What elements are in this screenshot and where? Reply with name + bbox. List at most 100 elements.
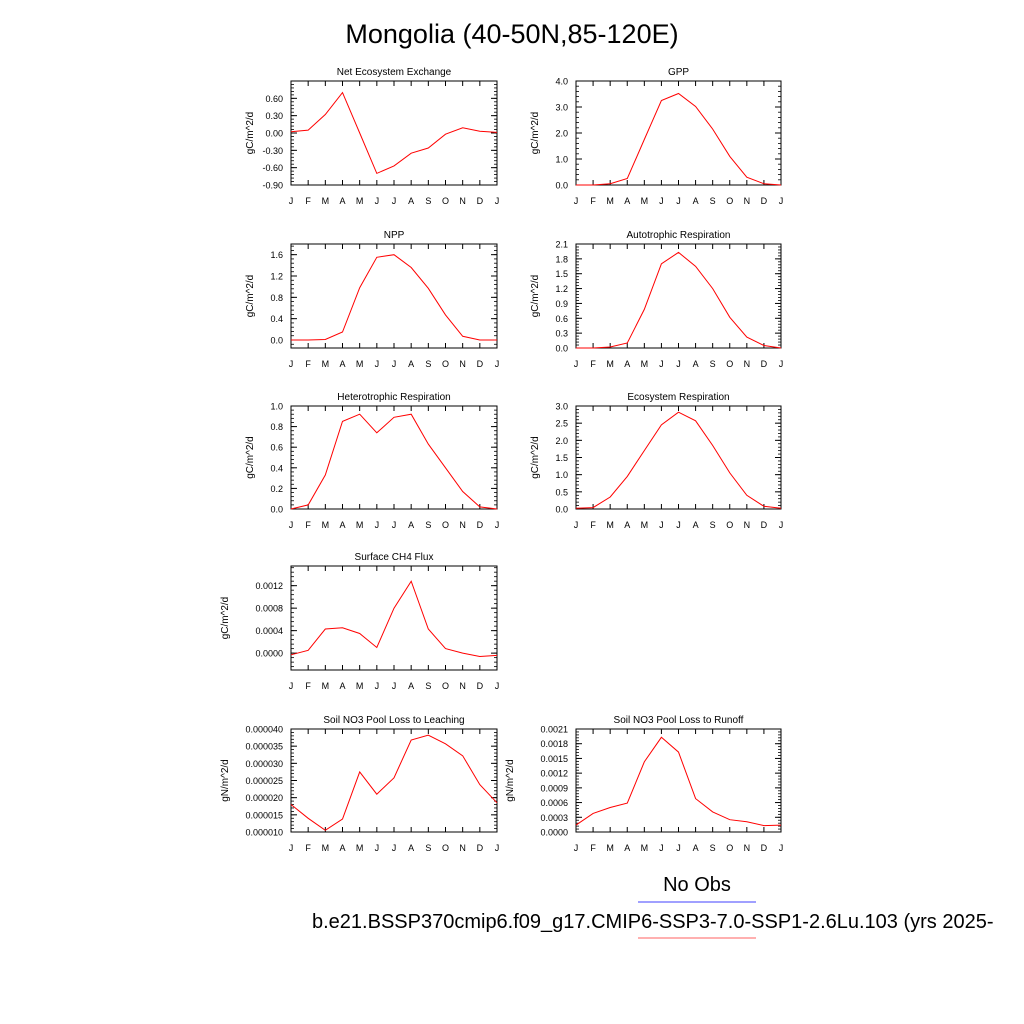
x-tick-label: O [442,196,449,206]
series-line [576,92,782,186]
x-tick-label: F [590,843,596,853]
series-line [575,736,782,827]
x-tick-label: M [322,196,330,206]
x-tick-label: D [761,359,768,369]
x-tick-label: J [392,681,397,691]
y-axis-label: gC/m^2/d [245,275,256,318]
x-tick-label: F [305,520,311,530]
series-line [290,91,498,175]
y-tick-label: 1.5 [555,269,568,279]
plot-frame [290,243,498,349]
x-tick-label: D [761,196,768,206]
x-tick-label: J [779,520,784,530]
x-tick-label: S [425,843,431,853]
x-tick-label: A [339,681,345,691]
chart-title: GPP [668,67,689,78]
y-tick-label: 0.000040 [245,725,283,735]
x-tick-label: M [641,520,649,530]
y-tick-label: 0.0012 [255,581,283,591]
y-tick-label: 0.8 [270,422,283,432]
series-line [290,734,498,831]
x-tick-label: M [322,359,330,369]
x-tick-label: M [322,520,330,530]
x-tick-label: J [375,843,380,853]
x-tick-label: A [339,520,345,530]
x-tick-label: D [477,843,484,853]
x-tick-label: M [322,843,330,853]
y-tick-label: 4.0 [555,77,568,87]
x-tick-label: S [710,843,716,853]
y-axis-label: gN/m^2/d [505,759,516,802]
y-tick-label: 0.30 [265,111,283,121]
x-tick-label: J [375,520,380,530]
plot-frame [290,728,498,833]
x-tick-label: A [624,196,630,206]
x-tick-label: D [477,681,484,691]
y-tick-label: 2.0 [555,129,568,139]
x-tick-label: A [693,843,699,853]
x-tick-label: J [676,843,681,853]
x-tick-label: J [495,681,500,691]
legend-obs-label: No Obs [663,874,731,896]
y-tick-label: 2.5 [555,419,568,429]
y-tick-label: 0.0000 [540,828,568,838]
x-tick-label: M [356,359,364,369]
y-axis-label: gC/m^2/d [530,436,541,479]
x-tick-label: A [624,520,630,530]
y-tick-label: 1.0 [555,470,568,480]
chart-title: Heterotrophic Respiration [337,392,450,403]
x-tick-label: O [726,520,733,530]
y-tick-label: 0.000035 [245,742,283,752]
y-tick-label: 0.0 [555,181,568,191]
x-tick-label: D [477,520,484,530]
y-tick-label: 0.0008 [255,604,283,614]
x-tick-label: F [305,681,311,691]
x-tick-label: O [442,520,449,530]
x-tick-label: F [590,520,596,530]
x-tick-label: M [641,359,649,369]
series-line [575,411,782,509]
series-line [290,580,498,658]
x-tick-label: J [659,196,664,206]
legend-model-label: b.e21.BSSP370cmip6.f09_g17.CMIP6-SSP3-7.… [312,911,994,933]
x-tick-label: M [606,196,614,206]
chart-title: Soil NO3 Pool Loss to Runoff [614,715,744,726]
chart-title: Net Ecosystem Exchange [337,67,452,78]
x-tick-label: J [392,843,397,853]
y-axis-label: gC/m^2/d [530,112,541,155]
y-tick-label: -0.60 [262,163,283,173]
x-tick-label: A [624,359,630,369]
plot-frame [290,80,498,186]
x-tick-label: J [574,520,579,530]
x-tick-label: M [356,196,364,206]
x-tick-label: A [408,681,414,691]
y-axis-label: gC/m^2/d [530,275,541,318]
plot-frame [290,405,498,510]
x-tick-label: J [392,196,397,206]
x-tick-label: D [477,196,484,206]
series-line [576,251,782,349]
y-tick-label: 0.0 [270,505,283,515]
x-tick-label: F [590,359,596,369]
x-tick-label: F [305,843,311,853]
x-tick-label: J [676,359,681,369]
x-tick-label: S [425,359,431,369]
x-tick-label: N [744,520,751,530]
y-tick-label: 0.0004 [255,626,283,636]
x-tick-label: O [726,359,733,369]
figure-title: Mongolia (40-50N,85-120E) [345,19,678,49]
x-tick-label: M [606,520,614,530]
x-tick-label: D [761,520,768,530]
x-tick-label: D [761,843,768,853]
x-tick-label: A [339,196,345,206]
y-tick-label: 0.000020 [245,793,283,803]
x-tick-label: J [779,843,784,853]
chart-title: Autotrophic Respiration [627,230,731,241]
x-tick-label: J [392,359,397,369]
x-tick-label: M [641,196,649,206]
y-tick-label: 0.8 [270,293,283,303]
